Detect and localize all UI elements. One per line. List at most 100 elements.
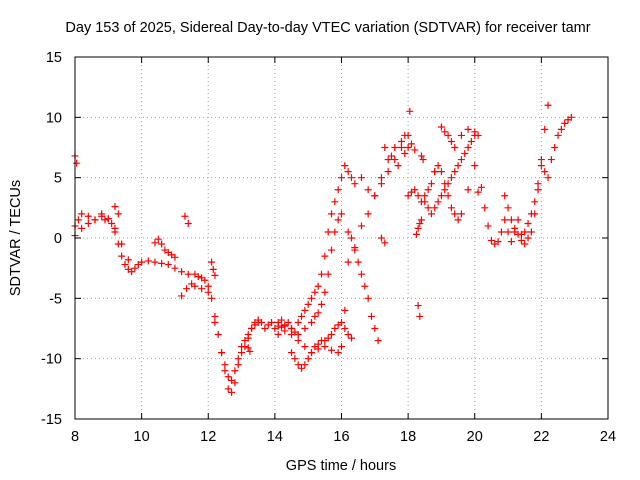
data-point bbox=[228, 388, 236, 396]
data-point bbox=[114, 210, 122, 218]
data-point bbox=[441, 186, 449, 194]
data-point bbox=[204, 282, 212, 290]
data-point bbox=[118, 252, 126, 260]
data-point bbox=[328, 210, 336, 218]
data-point bbox=[158, 240, 166, 248]
data-point bbox=[124, 256, 132, 264]
data-point bbox=[524, 220, 532, 228]
data-point bbox=[164, 261, 172, 269]
data-point bbox=[221, 367, 229, 375]
data-point bbox=[331, 325, 339, 332]
series-7 bbox=[111, 203, 122, 218]
data-point bbox=[517, 236, 525, 244]
data-point bbox=[507, 216, 515, 224]
data-point bbox=[384, 168, 392, 176]
data-point bbox=[321, 343, 329, 351]
data-point bbox=[524, 234, 532, 242]
series-13 bbox=[274, 131, 409, 345]
data-point bbox=[328, 346, 336, 354]
data-point bbox=[394, 162, 402, 170]
data-point bbox=[178, 268, 186, 276]
data-point bbox=[314, 345, 322, 353]
data-point bbox=[417, 152, 425, 160]
data-point bbox=[547, 156, 555, 164]
data-point bbox=[78, 224, 86, 232]
data-point bbox=[424, 186, 432, 194]
data-point bbox=[527, 228, 535, 236]
data-point bbox=[178, 292, 186, 300]
data-point bbox=[451, 210, 459, 218]
data-point bbox=[397, 137, 405, 145]
data-point bbox=[561, 119, 569, 127]
data-point bbox=[334, 186, 342, 194]
data-point bbox=[314, 309, 322, 317]
data-point bbox=[377, 174, 385, 182]
data-point bbox=[324, 334, 332, 342]
data-point bbox=[321, 252, 329, 260]
data-point bbox=[447, 137, 455, 145]
data-point bbox=[464, 144, 472, 151]
data-point bbox=[338, 174, 345, 182]
data-point bbox=[541, 168, 549, 176]
series-24 bbox=[501, 113, 575, 244]
data-point bbox=[347, 174, 355, 182]
data-point bbox=[294, 318, 302, 326]
data-point bbox=[457, 131, 465, 139]
data-point bbox=[198, 285, 206, 293]
x-tick-label: 22 bbox=[533, 429, 549, 445]
data-point bbox=[364, 294, 372, 302]
data-point bbox=[537, 162, 545, 170]
data-point bbox=[208, 258, 216, 266]
data-point bbox=[504, 204, 512, 212]
data-point bbox=[421, 192, 429, 200]
data-point bbox=[301, 325, 309, 332]
data-point bbox=[318, 270, 326, 278]
data-point bbox=[534, 180, 542, 188]
data-point bbox=[241, 337, 249, 345]
data-point bbox=[244, 344, 252, 352]
data-point bbox=[454, 162, 462, 170]
data-point bbox=[367, 312, 375, 320]
data-point bbox=[183, 285, 191, 293]
data-point bbox=[494, 238, 502, 246]
data-point bbox=[401, 131, 409, 139]
data-point bbox=[387, 152, 395, 160]
data-point bbox=[278, 316, 286, 324]
data-point bbox=[191, 282, 199, 290]
x-tick-label: 20 bbox=[467, 429, 483, 445]
data-point bbox=[288, 349, 296, 357]
data-point bbox=[324, 270, 332, 278]
data-point bbox=[357, 174, 365, 182]
data-point bbox=[551, 144, 559, 151]
x-tick-label: 12 bbox=[200, 429, 216, 445]
data-point bbox=[278, 323, 286, 331]
data-point bbox=[308, 318, 316, 326]
data-point bbox=[454, 216, 462, 224]
data-point bbox=[301, 343, 309, 351]
data-point bbox=[464, 186, 472, 194]
data-point bbox=[541, 125, 549, 133]
data-point bbox=[544, 174, 552, 182]
data-point bbox=[447, 204, 455, 212]
data-point bbox=[84, 212, 92, 220]
data-point bbox=[377, 180, 385, 188]
data-point bbox=[324, 228, 332, 236]
data-point bbox=[328, 246, 336, 254]
x-axis-label: GPS time / hours bbox=[286, 458, 396, 474]
data-point bbox=[477, 183, 485, 191]
series-9 bbox=[244, 344, 254, 355]
data-point bbox=[274, 331, 282, 339]
data-point bbox=[268, 318, 276, 326]
data-point bbox=[248, 325, 256, 332]
series-19 bbox=[417, 152, 427, 164]
data-point bbox=[384, 156, 392, 164]
x-tick-label: 18 bbox=[400, 429, 416, 445]
data-point bbox=[344, 258, 352, 266]
data-point bbox=[437, 123, 445, 131]
data-point bbox=[208, 294, 216, 302]
data-point bbox=[121, 261, 129, 269]
data-point bbox=[311, 312, 319, 320]
data-point bbox=[224, 385, 232, 393]
data-point bbox=[544, 101, 552, 109]
data-point bbox=[204, 288, 212, 296]
